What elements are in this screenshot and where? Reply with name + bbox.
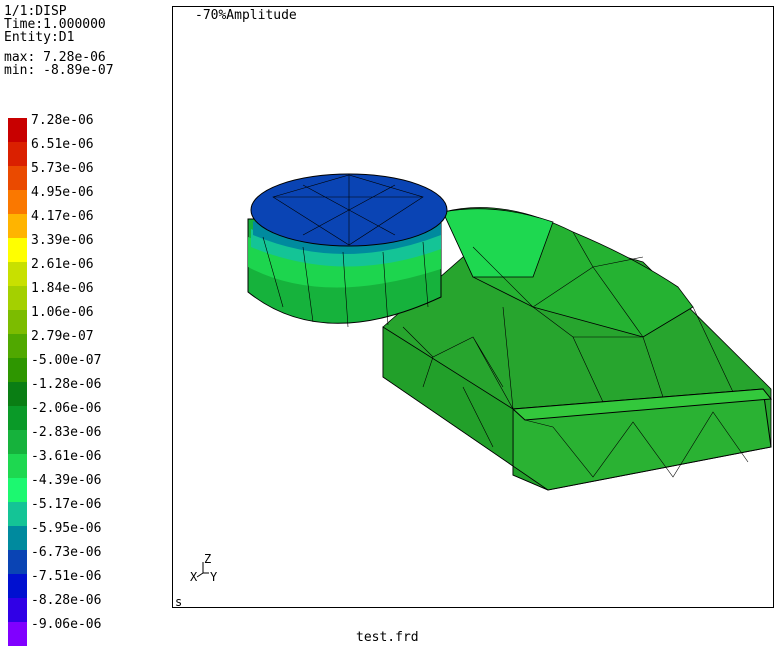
legend-label: -7.51e-06	[31, 569, 102, 584]
legend-label: 7.28e-06	[31, 113, 94, 128]
legend-swatch	[8, 406, 27, 430]
legend-swatch	[8, 478, 27, 502]
legend-label: 6.51e-06	[31, 137, 94, 152]
legend-swatch	[8, 214, 27, 238]
amplitude-label: -70%Amplitude	[195, 8, 297, 23]
graphics-viewport[interactable]: Z X Y -70%Amplitude s	[172, 6, 774, 608]
legend-label: -3.61e-06	[31, 449, 102, 464]
legend-label: -9.06e-06	[31, 617, 102, 632]
max-label: max: 7.28e-06	[4, 50, 106, 65]
legend-swatch	[8, 238, 27, 262]
cylinder-side-teal	[251, 229, 441, 267]
legend-label: 1.84e-06	[31, 281, 94, 296]
legend-label: 2.79e-07	[31, 329, 94, 344]
step-label: 1/1:DISP	[4, 4, 67, 19]
legend-swatch	[8, 454, 27, 478]
legend-swatch	[8, 118, 27, 142]
legend-swatch	[8, 190, 27, 214]
corner-label: s	[175, 595, 183, 608]
legend-label: 4.95e-06	[31, 185, 94, 200]
model-render: Z X Y	[190, 173, 772, 584]
legend-swatch	[8, 382, 27, 406]
legend-label: -8.28e-06	[31, 593, 102, 608]
legend-label: -5.00e-07	[31, 353, 102, 368]
legend-swatch	[8, 598, 27, 622]
legend-label: 1.06e-06	[31, 305, 94, 320]
legend-label: 4.17e-06	[31, 209, 94, 224]
entity-label: Entity:D1	[4, 30, 75, 45]
filename-label: test.frd	[356, 630, 419, 645]
legend-label: 3.39e-06	[31, 233, 94, 248]
legend-swatch	[8, 550, 27, 574]
mesh-lines	[262, 174, 749, 478]
legend-swatch	[8, 502, 27, 526]
axis-z-label: Z	[204, 552, 211, 566]
cylinder-side-darkteal	[253, 221, 441, 254]
axis-y-label: Y	[210, 570, 218, 584]
legend-swatch	[8, 262, 27, 286]
legend-swatch	[8, 622, 27, 646]
axis-x-label: X	[190, 570, 198, 584]
legend-label: 2.61e-06	[31, 257, 94, 272]
legend-label: -6.73e-06	[31, 545, 102, 560]
legend-label: -1.28e-06	[31, 377, 102, 392]
legend-label: -5.95e-06	[31, 521, 102, 536]
legend-swatch	[8, 286, 27, 310]
body-left-face	[382, 326, 549, 491]
axis-triad	[196, 562, 209, 578]
legend-swatch	[8, 358, 27, 382]
legend-swatch	[8, 430, 27, 454]
legend-label: -5.17e-06	[31, 497, 102, 512]
body-front-top-edge	[511, 388, 772, 421]
legend-swatch	[8, 166, 27, 190]
legend-label: 5.73e-06	[31, 161, 94, 176]
legend-label: -2.83e-06	[31, 425, 102, 440]
legend-label: -2.06e-06	[31, 401, 102, 416]
legend-swatch	[8, 526, 27, 550]
legend-label: -4.39e-06	[31, 473, 102, 488]
legend-swatch	[8, 310, 27, 334]
legend-swatch	[8, 334, 27, 358]
result-info-block: 1/1:DISP Time:1.000000 Entity:D1 max: 7.…	[4, 5, 114, 77]
time-label: Time:1.000000	[4, 17, 106, 32]
arch-light-band	[442, 208, 554, 278]
legend-swatch	[8, 142, 27, 166]
min-label: min: -8.89e-07	[4, 63, 114, 78]
legend-swatch	[8, 574, 27, 598]
